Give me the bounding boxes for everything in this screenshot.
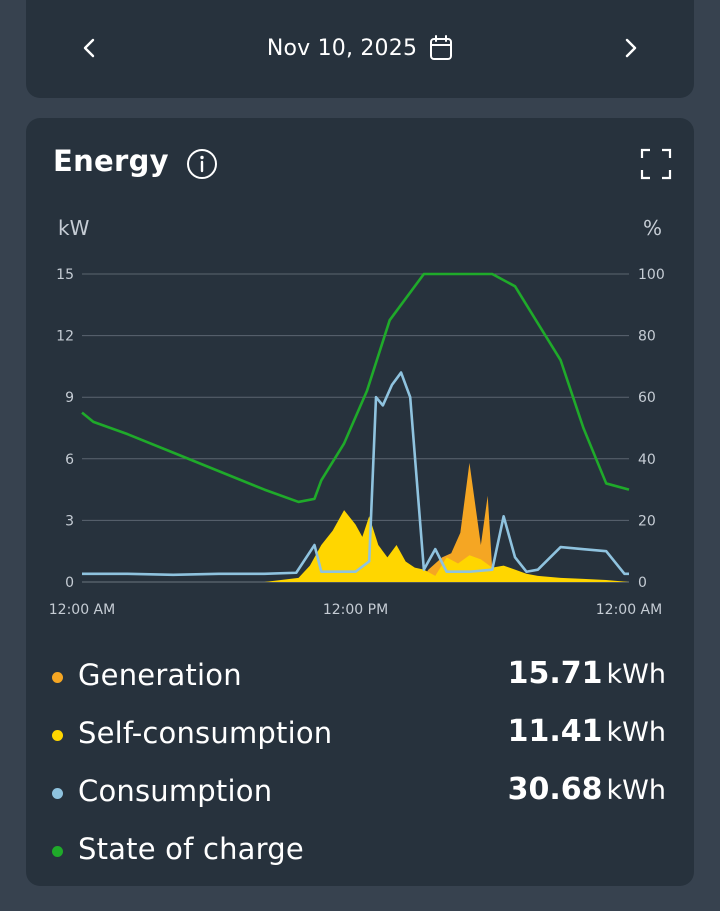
fullscreen-icon[interactable] (640, 148, 672, 180)
legend-item-generation[interactable]: Generation 15.71 kWh (26, 648, 694, 706)
legend-label: Self-consumption (78, 716, 333, 750)
chevron-right-icon (625, 38, 637, 58)
info-icon[interactable] (186, 148, 218, 180)
legend-value-unit: kWh (606, 659, 666, 690)
legend-value: 15.71 kWh (508, 656, 666, 691)
card-title: Energy (53, 144, 169, 178)
legend-value: 30.68 kWh (508, 772, 666, 807)
date-navigation-card (26, 0, 694, 98)
series-self-consumption-area (82, 510, 629, 582)
calendar-icon (430, 35, 453, 60)
date-picker-button[interactable]: Nov 10, 2025 (267, 35, 453, 61)
legend-dot-state-of-charge (52, 846, 63, 857)
y-tick-label-right: 0 (638, 575, 647, 591)
left-axis-unit: kW (58, 216, 90, 240)
legend-dot-generation (52, 672, 63, 683)
legend-dot-consumption (52, 788, 63, 799)
energy-chart[interactable]: 0 0 3 20 6 40 9 60 12 80 15 100 12:00 AM 12:00 PM 12:0… (26, 118, 694, 648)
legend-value-number: 30.68 (507, 772, 603, 807)
next-day-button[interactable] (602, 20, 658, 76)
y-tick-label-right: 40 (638, 452, 656, 468)
x-tick-label: 12:00 AM (596, 602, 662, 618)
legend-value-unit: kWh (606, 717, 666, 748)
y-tick-label-left: 0 (65, 575, 74, 591)
legend-item-self-consumption[interactable]: Self-consumption 11.41 kWh (26, 706, 694, 764)
right-axis-unit: % (642, 216, 662, 240)
series-consumption-line (82, 371, 629, 577)
date-navigation: Nov 10, 2025 (26, 20, 694, 76)
legend-value: 11.41 kWh (508, 714, 666, 749)
energy-card: Energy kW % 0 0 3 20 6 40 9 60 12 80 15 100 12:00 AM… (26, 118, 694, 886)
legend-label: State of charge (78, 832, 304, 866)
series-state-of-charge-line (81, 272, 630, 504)
x-tick-label: 12:00 AM (49, 602, 115, 618)
legend-label: Consumption (78, 774, 273, 808)
legend-value-number: 15.71 (507, 656, 603, 691)
x-tick-label: 12:00 PM (323, 602, 388, 618)
y-tick-label-right: 100 (638, 267, 665, 283)
date-label: Nov 10, 2025 (266, 35, 418, 61)
legend-value-unit: kWh (606, 775, 666, 806)
y-tick-label-right: 80 (638, 329, 656, 345)
previous-day-button[interactable] (62, 20, 118, 76)
legend-item-consumption[interactable]: Consumption 30.68 kWh (26, 764, 694, 822)
y-tick-label-left: 12 (56, 329, 74, 345)
legend-label: Generation (78, 658, 242, 692)
y-tick-label-left: 9 (65, 390, 74, 406)
y-tick-label-right: 60 (638, 390, 656, 406)
y-tick-label-right: 20 (638, 513, 656, 529)
y-tick-label-left: 3 (65, 513, 74, 529)
legend-value-number: 11.41 (507, 714, 603, 749)
legend-dot-self-consumption (52, 730, 63, 741)
chevron-left-icon (83, 38, 95, 58)
legend-item-state-of-charge[interactable]: State of charge (26, 822, 694, 880)
y-tick-label-left: 6 (65, 452, 74, 468)
y-tick-label-left: 15 (56, 267, 74, 283)
